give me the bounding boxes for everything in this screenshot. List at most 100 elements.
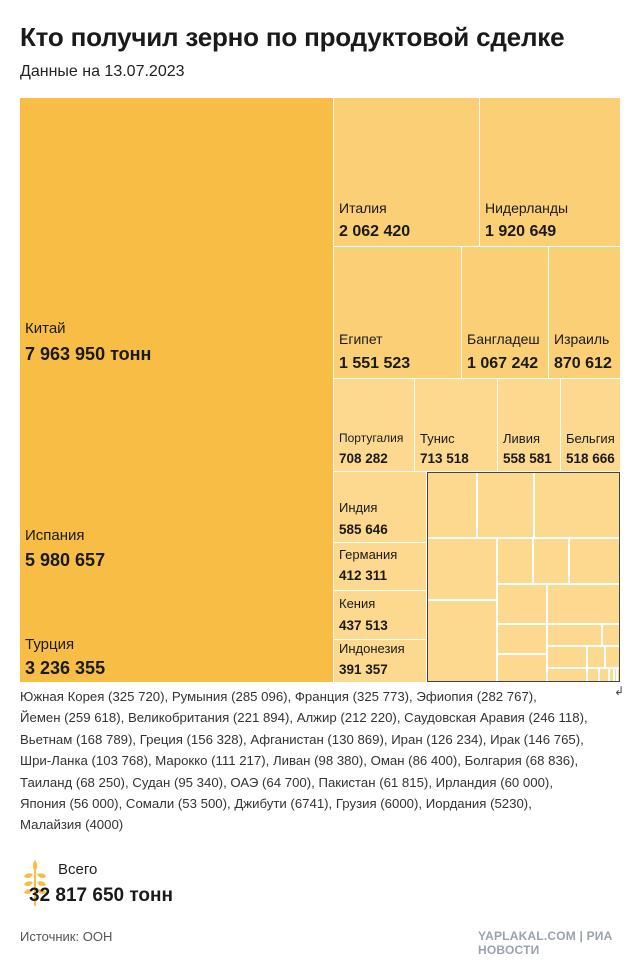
cell-label: Индия: [339, 500, 378, 515]
others-cell: [599, 668, 609, 682]
others-item: Эфиопия (282 767),: [416, 689, 537, 704]
others-item: Шри-Ланка (103 768),: [20, 753, 152, 769]
others-cell: [617, 668, 620, 682]
others-item: Джибути (6741),: [234, 796, 333, 812]
cell-value: 1 920 649: [485, 223, 557, 240]
others-cell: [605, 646, 620, 668]
others-item: Болгария (68 836),: [464, 753, 579, 769]
others-item: Малайзия (4000): [20, 817, 124, 833]
source-note: Источник: ООН: [20, 929, 113, 944]
others-item: ОАЭ (64 700),: [230, 774, 315, 790]
cell-label: Испания: [25, 527, 85, 544]
others-item: Япония (56 000),: [20, 796, 123, 812]
cell-label: Израиль: [554, 331, 610, 347]
others-item: Ирландия (60 000),: [435, 774, 553, 790]
treemap-cell: Португалия 708 282: [334, 379, 414, 471]
total-value: 32 817 650 тонн: [29, 885, 173, 906]
others-item: Вьетнам (168 789),: [20, 731, 137, 747]
corner-arrow-icon: ↲: [614, 684, 625, 698]
cell-value: 1 551 523: [339, 355, 411, 372]
others-item: Франция (325 773),: [294, 689, 413, 704]
others-cell: [533, 538, 569, 584]
others-item: Пакистан (61 815),: [318, 774, 432, 790]
cell-value: 558 581: [503, 451, 552, 466]
others-item: Таиланд (68 250),: [20, 774, 129, 790]
others-cell: [587, 668, 599, 682]
cell-value: 1 067 242: [467, 355, 539, 372]
treemap-cell: Бельгия 518 666: [561, 379, 620, 471]
others-cell: [497, 584, 547, 624]
cell-label: Кения: [339, 596, 376, 611]
others-cell: [427, 600, 497, 682]
others-item: Великобритания (221 894),: [127, 710, 294, 726]
cell-label: Бангладеш: [467, 331, 540, 347]
others-cell: [497, 624, 547, 654]
cell-label: Германия: [339, 547, 398, 562]
treemap-cell: Индия 585 646: [334, 472, 426, 542]
others-item: Ирак (146 765),: [490, 731, 584, 747]
wheat-icon: [24, 860, 46, 906]
chart-subtitle: Данные на 13.07.2023: [20, 63, 185, 80]
cell-value: 3 236 355: [25, 658, 106, 678]
cell-label: Китай: [25, 320, 66, 337]
cell-value: 7 963 950 тонн: [25, 344, 152, 364]
cell-value: 391 357: [339, 662, 388, 677]
cell-label: Бельгия: [566, 431, 615, 446]
others-cell: [497, 654, 547, 682]
treemap-cell: Испания 5 980 657: [20, 370, 333, 574]
cell-label: Ливия: [503, 431, 541, 446]
others-item: Оман (86 400),: [370, 753, 461, 769]
treemap-cell: Италия 2 062 420: [334, 98, 479, 246]
others-item: Сомали (53 500),: [125, 796, 231, 812]
others-cell: [547, 668, 587, 682]
others-cell: [534, 472, 620, 538]
treemap-cell: Бангладеш 1 067 242: [462, 247, 548, 378]
treemap-cell: Израиль 870 612: [549, 247, 620, 378]
others-item: Марокко (111 217),: [155, 753, 270, 769]
treemap-cell: Нидерланды 1 920 649: [480, 98, 620, 246]
others-item: Иран (126 234),: [391, 731, 487, 747]
cell-value: 5 980 657: [25, 550, 106, 570]
others-item: Судан (95 340),: [132, 774, 227, 790]
cell-value: 585 646: [339, 522, 388, 537]
cell-label: Нидерланды: [485, 200, 569, 216]
others-item: Ливан (98 380),: [272, 753, 367, 769]
treemap-cell: Кения 437 513: [334, 591, 426, 639]
others-cell: [427, 538, 497, 600]
cell-value: 2 062 420: [339, 223, 411, 240]
treemap-cell: Египет 1 551 523: [334, 247, 461, 378]
others-cell: [497, 538, 533, 584]
others-cell: [587, 646, 605, 668]
others-item: Йемен (259 618),: [20, 710, 125, 726]
others-cell: [602, 624, 620, 646]
cell-value: 518 666: [566, 451, 615, 466]
cell-label: Индонезия: [339, 641, 405, 656]
cell-label: Италия: [339, 200, 387, 216]
others-item: Саудовская Аравия (246 118),: [404, 710, 588, 726]
cell-value: 870 612: [554, 355, 612, 372]
cell-label: Турция: [25, 636, 75, 653]
others-item: Афганистан (130 869),: [250, 731, 388, 747]
others-cell: [547, 646, 587, 668]
others-cell: [569, 538, 620, 584]
cell-label: Египет: [339, 331, 383, 347]
others-item: Грузия (6000),: [335, 796, 423, 812]
cell-value: 708 282: [339, 451, 388, 466]
others-item: Иордания (5230),: [425, 796, 532, 812]
others-item: Греция (156 328),: [139, 731, 247, 747]
others-item: Южная Корея (325 720),: [20, 689, 169, 704]
others-cell: [547, 584, 620, 624]
treemap-cell: Ливия 558 581: [498, 379, 560, 471]
cell-label: Португалия: [339, 431, 404, 445]
watermark: YAPLAKAL.COM | РИА НОВОСТИ: [478, 929, 613, 957]
total-label: Всего: [58, 861, 98, 878]
others-cell: [427, 472, 477, 538]
others-item: Алжир (212 220),: [296, 710, 401, 726]
cell-value: 412 311: [339, 568, 388, 583]
others-cell: [477, 472, 534, 538]
treemap-cell: Тунис 713 518: [415, 379, 497, 471]
treemap-cell: Китай 7 963 950 тонн: [20, 98, 333, 370]
cell-value: 713 518: [420, 451, 469, 466]
cell-label: Тунис: [420, 431, 455, 446]
others-item: Румыния (285 096),: [171, 689, 292, 704]
